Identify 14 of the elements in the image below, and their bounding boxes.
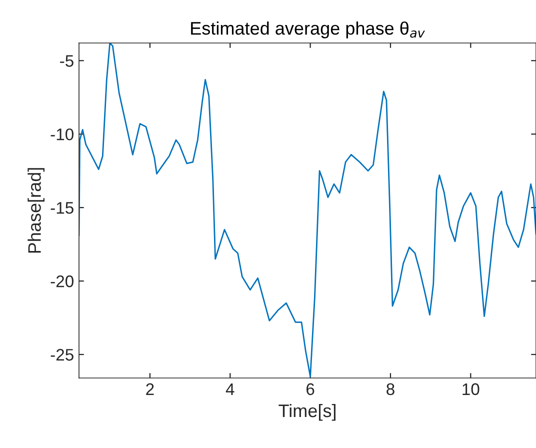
x-axis-title: Time[s] bbox=[278, 404, 336, 421]
x-tick-label: 4 bbox=[226, 383, 234, 395]
chart-title: Estimated average phase θ$_{av}$ bbox=[191, 21, 425, 38]
line-series bbox=[79, 43, 536, 378]
y-tick-label: -5 bbox=[60, 55, 74, 67]
x-tick-label: 8 bbox=[386, 383, 394, 396]
y-axis-title: Phase[rad] bbox=[28, 168, 44, 253]
x-tick-label: 2 bbox=[146, 383, 154, 395]
y-tick-label: -20 bbox=[50, 275, 74, 288]
x-tick-label: 6 bbox=[306, 383, 314, 396]
y-tick-label: -25 bbox=[50, 348, 74, 361]
y-tick-label: -10 bbox=[50, 128, 74, 140]
x-tick-label: 10 bbox=[462, 383, 480, 396]
y-tick-label: -15 bbox=[50, 202, 74, 214]
